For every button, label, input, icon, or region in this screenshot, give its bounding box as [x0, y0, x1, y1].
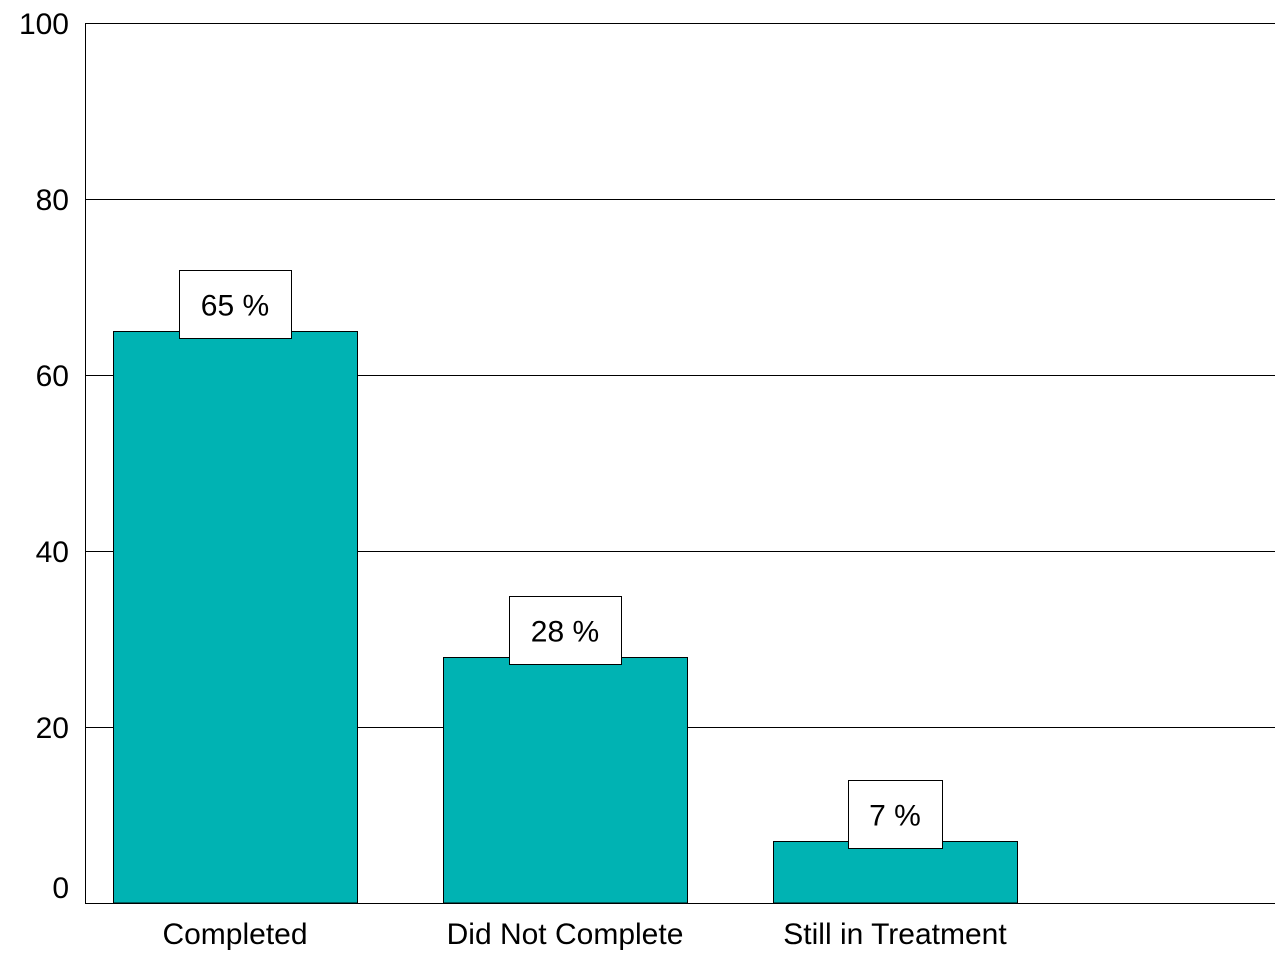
y-tick-labels: 0 20 40 60 80 100: [19, 8, 69, 905]
x-tick-label-2: Still in Treatment: [783, 918, 1007, 951]
data-label-0: 65 %: [201, 290, 269, 323]
bar-1: [443, 657, 688, 904]
bar-0: [113, 331, 358, 904]
x-tick-label-1: Did Not Complete: [447, 918, 684, 951]
y-tick-label-100: 100: [19, 8, 69, 41]
data-labels: 65 % 28 % 7 %: [179, 270, 943, 849]
data-label-box-0: [179, 270, 292, 339]
bars: [113, 331, 1018, 904]
x-tick-label-0: Completed: [162, 918, 307, 951]
data-label-box-2: [848, 780, 943, 849]
y-tick-label-60: 60: [36, 360, 69, 393]
bar-2: [773, 841, 1018, 904]
data-label-1: 28 %: [531, 616, 599, 649]
data-label-2: 7 %: [869, 800, 921, 833]
axes: [85, 23, 1275, 904]
y-tick-label-40: 40: [36, 536, 69, 569]
y-tick-label-80: 80: [36, 184, 69, 217]
y-tick-label-20: 20: [36, 712, 69, 745]
data-label-box-1: [509, 596, 622, 665]
x-tick-labels: Completed Did Not Complete Still in Treatm…: [162, 918, 1007, 951]
y-tick-label-0: 0: [52, 872, 69, 905]
